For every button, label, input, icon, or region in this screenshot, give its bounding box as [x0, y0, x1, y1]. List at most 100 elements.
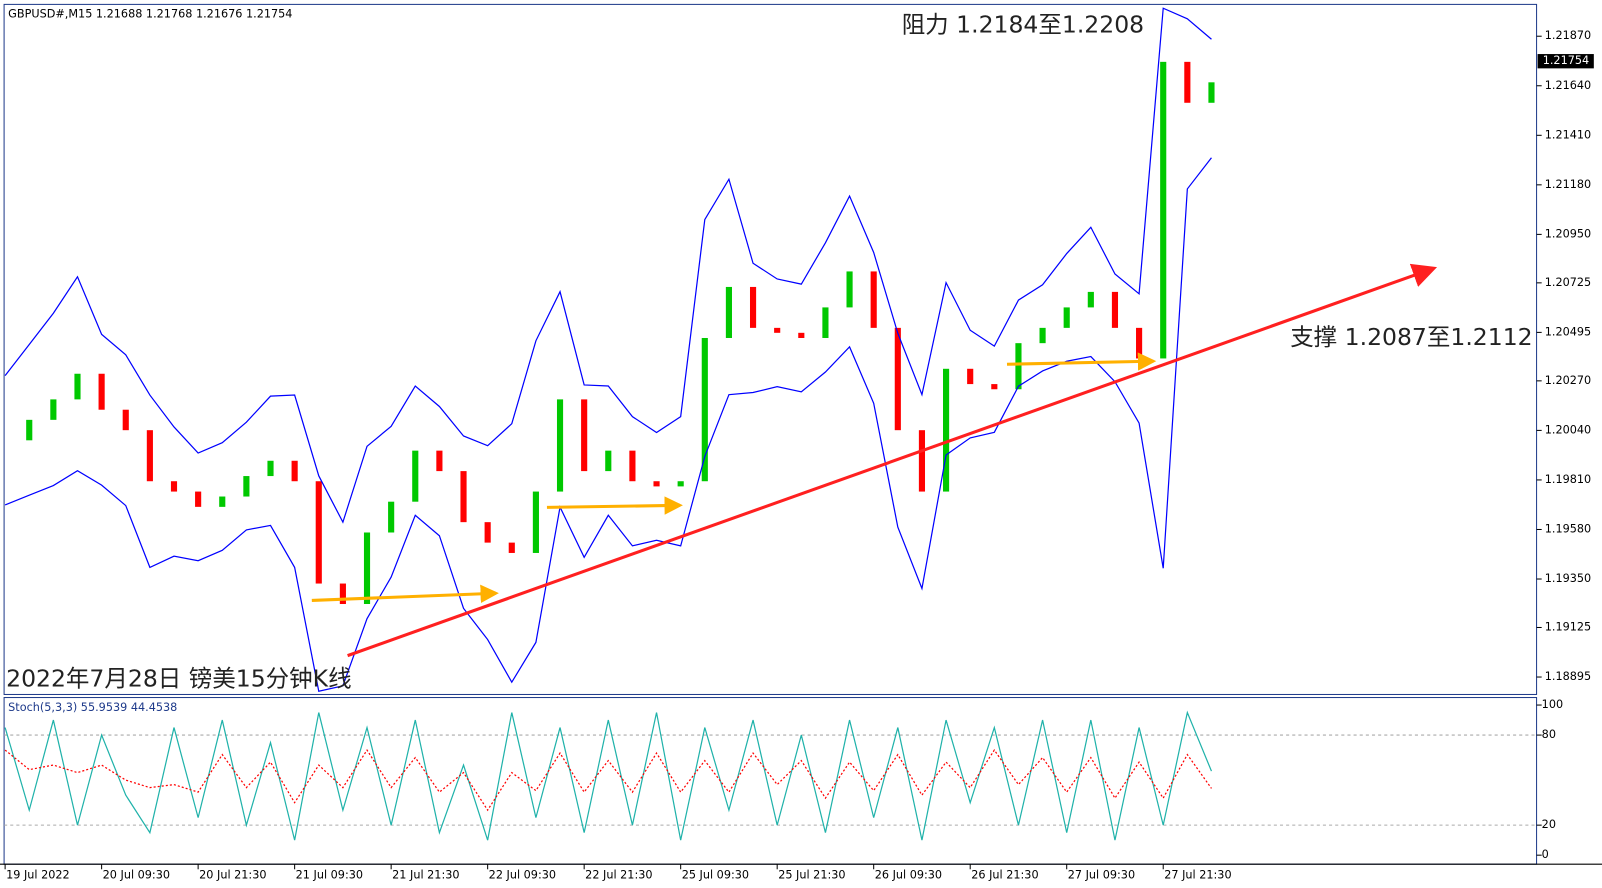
y-tick-label: 1.19125: [1545, 620, 1591, 633]
y-tick-label: 100: [1542, 698, 1563, 711]
candle: [677, 481, 684, 487]
candle: [170, 481, 178, 492]
candle: [50, 399, 57, 420]
series-line: [4, 710, 1213, 841]
y-tick-label: 1.18895: [1545, 670, 1591, 683]
candle: [532, 491, 539, 553]
series-line: [4, 157, 1212, 692]
candle: [436, 450, 443, 472]
x-tick-label: 22 Jul 21:30: [585, 868, 652, 881]
y-tick-label: 1.19810: [1545, 473, 1591, 486]
candle: [412, 450, 419, 502]
candle: [749, 286, 757, 328]
y-tick-label: 1.21180: [1545, 178, 1591, 191]
y-tick-label: 80: [1542, 728, 1556, 741]
y-tick-label: 1.19580: [1545, 522, 1591, 535]
x-tick-label: 20 Jul 21:30: [199, 868, 266, 881]
candle: [967, 368, 974, 385]
candle: [363, 532, 371, 605]
candle: [267, 460, 274, 477]
candle: [1087, 291, 1094, 308]
y-tick-label: 1.21640: [1545, 79, 1591, 92]
x-tick-label: 21 Jul 09:30: [296, 868, 363, 881]
series-line: [4, 748, 1212, 812]
stoch-frame: [3, 697, 1538, 865]
x-tick-label: 25 Jul 21:30: [778, 868, 845, 881]
candle: [26, 419, 33, 441]
candle: [798, 332, 805, 338]
candle: [219, 496, 226, 507]
candle: [943, 368, 950, 492]
candle: [918, 430, 926, 492]
annotation: 阻力 1.2184至1.2208: [902, 10, 1144, 38]
price-box: [1537, 54, 1594, 69]
x-tick-label: 22 Jul 09:30: [489, 868, 556, 881]
main-frame: [3, 3, 1538, 695]
x-tick-label: 21 Jul 21:30: [392, 868, 459, 881]
candle: [556, 399, 564, 492]
y-tick-label: 1.20950: [1545, 227, 1591, 240]
candle: [605, 450, 612, 472]
level-arrow: [1006, 352, 1157, 371]
y-tick-label: 20: [1542, 818, 1556, 831]
stoch-header: Stoch(5,3,3) 55.9539 44.4538: [8, 701, 177, 714]
x-tick-label: 27 Jul 21:30: [1164, 868, 1231, 881]
candle: [894, 327, 901, 431]
x-tick-label: 19 Jul 2022: [6, 868, 70, 881]
y-tick-label: 1.19350: [1545, 572, 1591, 585]
x-tick-label: 26 Jul 09:30: [875, 868, 942, 881]
candle: [1160, 61, 1167, 359]
candle: [339, 583, 346, 605]
candle: [1111, 291, 1119, 328]
trend-arrow: [347, 263, 1438, 658]
candle: [98, 373, 105, 410]
x-tick-label: 27 Jul 09:30: [1068, 868, 1135, 881]
level-arrow: [546, 496, 683, 515]
candle: [74, 373, 81, 400]
candle: [122, 409, 129, 431]
level-arrow: [311, 584, 499, 604]
candle: [195, 491, 202, 507]
series-line: [4, 7, 1212, 524]
y-tick-label: 1.21410: [1545, 128, 1591, 141]
candle: [460, 471, 467, 523]
candle: [629, 450, 636, 482]
candle: [774, 327, 781, 333]
candle: [388, 501, 395, 533]
candle: [1136, 327, 1143, 359]
candle: [870, 271, 877, 328]
candle: [581, 399, 588, 472]
candle: [243, 476, 250, 497]
candle: [484, 522, 491, 543]
x-tick-label: 25 Jul 09:30: [682, 868, 749, 881]
x-tick-label: 20 Jul 09:30: [103, 868, 170, 881]
y-tick-label: 1.20040: [1545, 423, 1591, 436]
y-tick-label: 1.21870: [1545, 29, 1591, 42]
candle: [846, 271, 853, 308]
candle: [1015, 343, 1022, 390]
candle: [701, 337, 708, 482]
y-tick-label: 1.20495: [1545, 325, 1591, 338]
candle: [508, 542, 515, 553]
annotation: 2022年7月28日 镑美15分钟K线: [6, 665, 351, 693]
candle: [146, 430, 153, 482]
candle: [725, 286, 732, 338]
x-tick-label: 26 Jul 21:30: [971, 868, 1038, 881]
symbol-header: GBPUSD#,M15 1.21688 1.21768 1.21676 1.21…: [8, 8, 292, 21]
candle: [315, 481, 322, 584]
y-tick-label: 0: [1542, 848, 1549, 861]
candle: [991, 384, 998, 390]
annotation: 支撑 1.2087至1.2112: [1290, 323, 1532, 351]
candle: [1039, 327, 1046, 344]
candle: [653, 481, 660, 487]
candle: [1184, 61, 1191, 103]
candle: [1063, 307, 1070, 328]
candle: [291, 460, 298, 482]
candle: [822, 307, 829, 338]
candle: [1208, 82, 1215, 103]
y-tick-label: 1.20725: [1545, 276, 1591, 289]
price-label: 1.21754: [1543, 54, 1589, 67]
y-tick-label: 1.20270: [1545, 374, 1591, 387]
